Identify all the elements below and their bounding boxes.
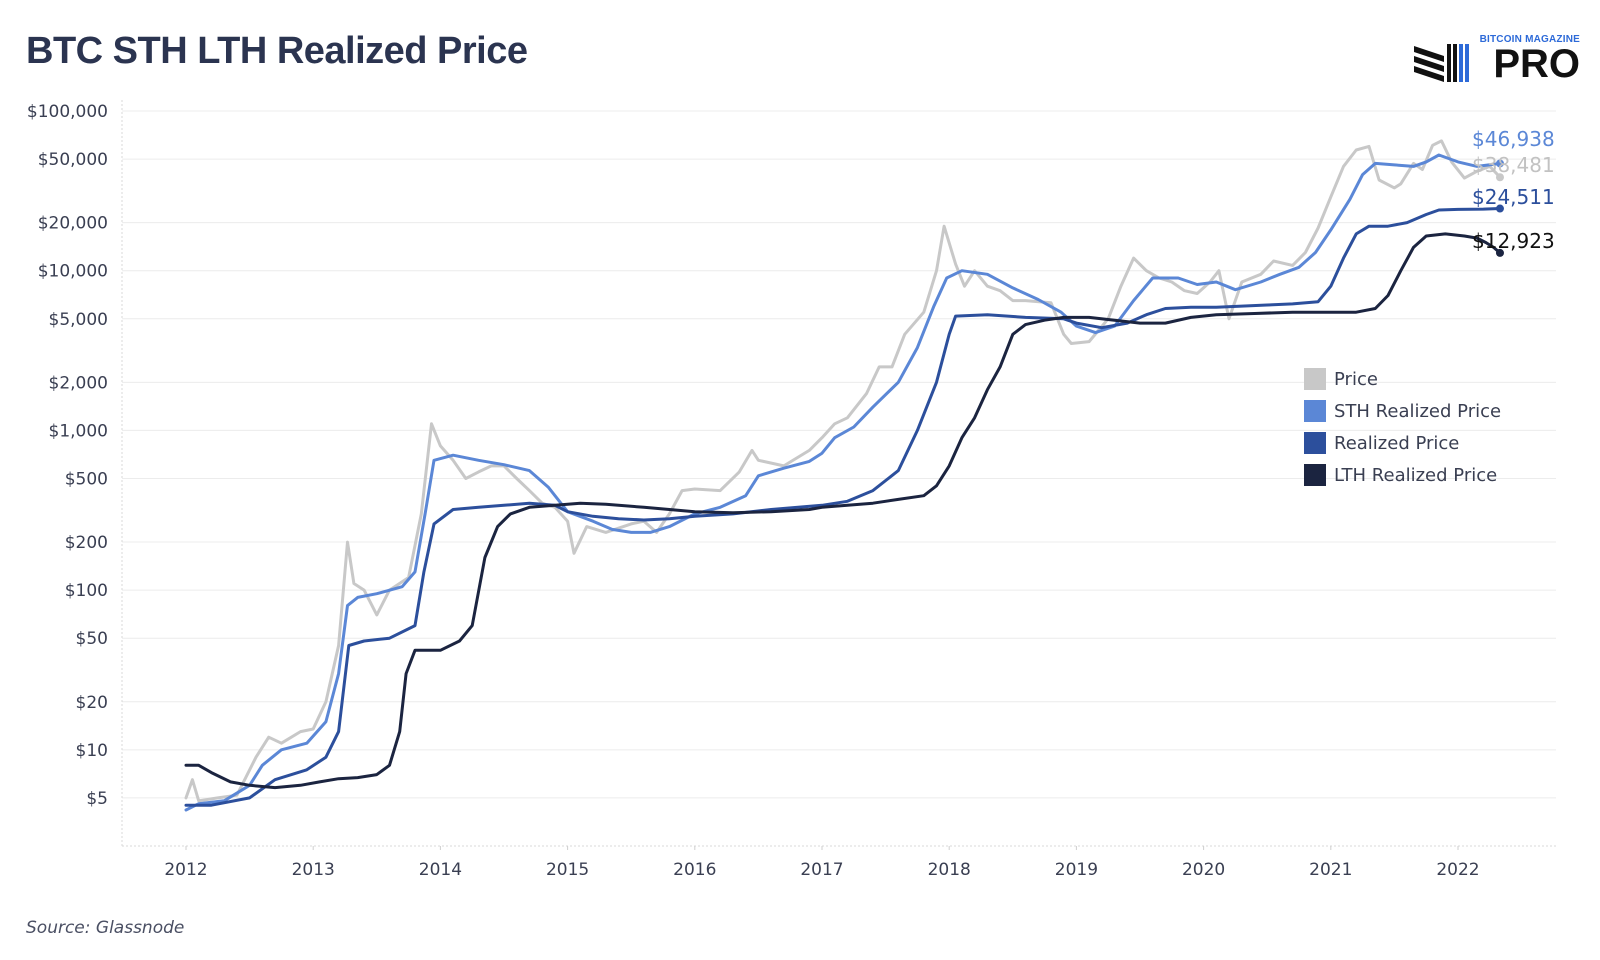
axes: $100,000 $50,000 $20,000 $10,000 $5,000 $2,00… bbox=[27, 100, 1556, 880]
end-value-label: $46,938 bbox=[1472, 127, 1555, 151]
end-value-label: $12,923 bbox=[1472, 229, 1555, 253]
end-labels: $38,481$46,938 $24,511 $12,923 bbox=[1472, 127, 1555, 253]
legend-swatch bbox=[1304, 400, 1326, 422]
y-tick-label: $10 bbox=[76, 741, 108, 761]
x-tick-label: 2018 bbox=[928, 860, 971, 880]
x-tick-label: 2014 bbox=[419, 860, 462, 880]
y-tick-label: $100,000 bbox=[27, 102, 108, 122]
x-tick-label: 2022 bbox=[1436, 860, 1479, 880]
y-tick-label: $5,000 bbox=[49, 310, 108, 330]
bitcoin-magazine-pro-logo: BITCOIN MAGAZINE PRO bbox=[1414, 30, 1584, 86]
legend-label: Price bbox=[1334, 369, 1378, 390]
x-tick-label: 2012 bbox=[164, 860, 207, 880]
end-value-label: $24,511 bbox=[1472, 185, 1555, 209]
y-tick-label: $20,000 bbox=[38, 214, 108, 234]
series-line-lth-realized-price bbox=[184, 232, 1502, 790]
legend-swatch bbox=[1304, 464, 1326, 486]
series-end-point bbox=[1495, 248, 1504, 257]
end-value-label: $38,481 bbox=[1472, 153, 1555, 177]
y-tick-label: $1,000 bbox=[49, 421, 108, 441]
series-end-point bbox=[1495, 159, 1504, 168]
y-tick-label: $10,000 bbox=[38, 262, 108, 282]
legend-label: STH Realized Price bbox=[1334, 401, 1501, 422]
gridlines bbox=[122, 110, 1556, 799]
chart-title: BTC STH LTH Realized Price bbox=[26, 30, 528, 72]
x-tick-label: 2019 bbox=[1055, 860, 1098, 880]
legend-label: LTH Realized Price bbox=[1334, 465, 1497, 486]
y-tick-label: $50 bbox=[76, 629, 108, 649]
legend-swatch bbox=[1304, 368, 1326, 390]
y-tick-label: $2,000 bbox=[49, 373, 108, 393]
series-end-point bbox=[1495, 173, 1504, 182]
x-tick-label: 2021 bbox=[1309, 860, 1352, 880]
x-tick-label: 2013 bbox=[292, 860, 335, 880]
y-tick-label: $500 bbox=[65, 470, 108, 490]
series-line-realized-price bbox=[184, 207, 1502, 807]
series-line-price bbox=[184, 139, 1502, 803]
logo-mark-icon bbox=[1414, 44, 1469, 82]
y-tick-label: $200 bbox=[65, 533, 108, 553]
legend: Price STH Realized Price Realized Price LTH… bbox=[1304, 368, 1501, 486]
x-tick-label: 2016 bbox=[673, 860, 716, 880]
series-end-point bbox=[1495, 204, 1504, 213]
legend-swatch bbox=[1304, 432, 1326, 454]
logo-word: PRO bbox=[1493, 42, 1580, 86]
legend-label: Realized Price bbox=[1334, 433, 1459, 454]
x-tick-label: 2020 bbox=[1182, 860, 1225, 880]
x-tick-label: 2017 bbox=[800, 860, 843, 880]
y-tick-label: $20 bbox=[76, 693, 108, 713]
series-line-sth-realized-price bbox=[184, 153, 1502, 812]
logo-kicker: BITCOIN MAGAZINE bbox=[1479, 34, 1580, 45]
y-tick-label: $100 bbox=[65, 581, 108, 601]
x-tick-label: 2015 bbox=[546, 860, 589, 880]
series-lines bbox=[184, 139, 1504, 812]
source-note: Source: Glassnode bbox=[26, 918, 185, 938]
y-tick-label: $50,000 bbox=[38, 150, 108, 170]
y-tick-label: $5 bbox=[86, 789, 108, 809]
